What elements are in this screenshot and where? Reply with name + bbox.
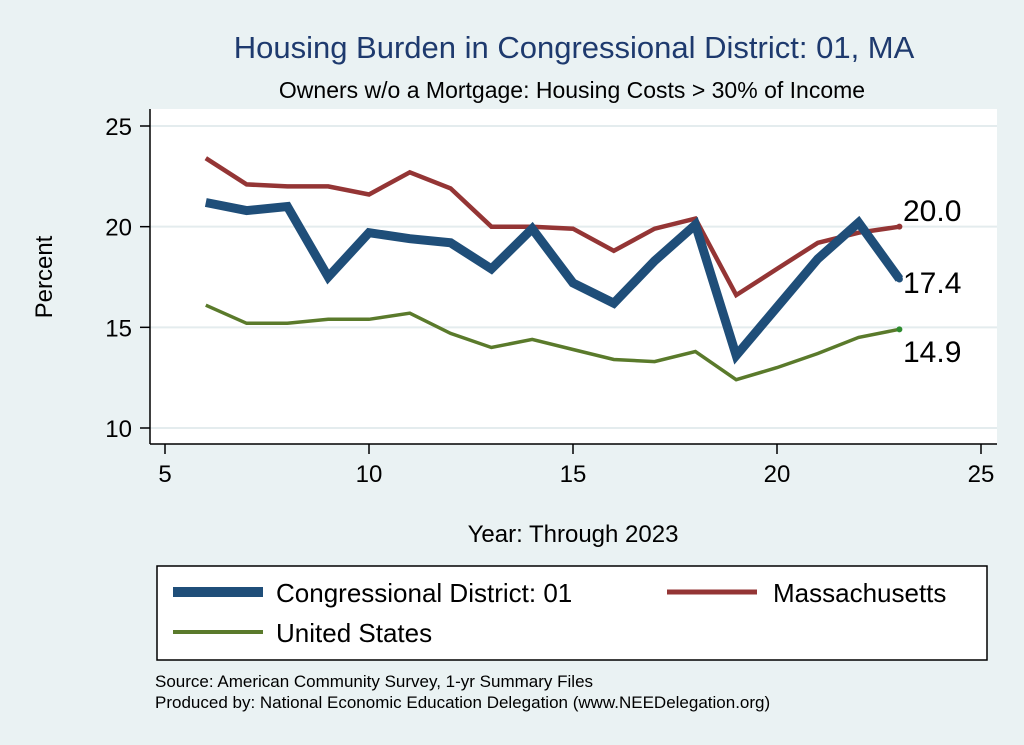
x-tick-label: 5 [158,461,171,488]
end-label-district: 17.4 [903,267,961,300]
producer-note: Produced by: National Economic Education… [155,693,770,712]
x-tick-label: 10 [356,461,383,488]
x-ticks: 5 10 15 20 25 [158,444,994,488]
legend-label-united-states: United States [276,618,432,648]
legend: Congressional District: 01 Massachusetts… [156,565,988,661]
x-axis-title: Year: Through 2023 [468,521,679,548]
end-label-massachusetts: 20.0 [903,195,961,228]
series-united-states [205,303,900,382]
series-massachusetts [204,156,900,299]
end-label-united-states: 14.9 [903,336,961,369]
y-tick-label: 20 [105,215,132,242]
series-congressional-district [204,198,904,365]
source-note: Source: American Community Survey, 1-yr … [155,672,593,691]
legend-box [156,565,988,661]
chart-title: Housing Burden in Congressional District… [234,30,915,65]
end-point-marker [896,326,903,333]
legend-label-district: Congressional District: 01 [276,578,572,608]
y-tick-label: 10 [105,416,132,443]
legend-label-massachusetts: Massachusetts [773,578,946,608]
x-tick-label: 15 [560,461,587,488]
x-tick-label: 25 [968,461,995,488]
series-layer [204,156,904,382]
y-tick-label: 25 [105,114,132,141]
y-axis-title: Percent [31,235,58,318]
end-point-marker [895,275,903,283]
y-tick-label: 15 [105,315,132,342]
y-ticks: 10 15 20 25 [105,114,150,443]
end-labels: 17.4 20.0 14.9 [903,195,961,369]
x-tick-label: 20 [764,461,791,488]
chart-subtitle: Owners w/o a Mortgage: Housing Costs > 3… [279,77,865,103]
end-point-marker [896,223,903,230]
